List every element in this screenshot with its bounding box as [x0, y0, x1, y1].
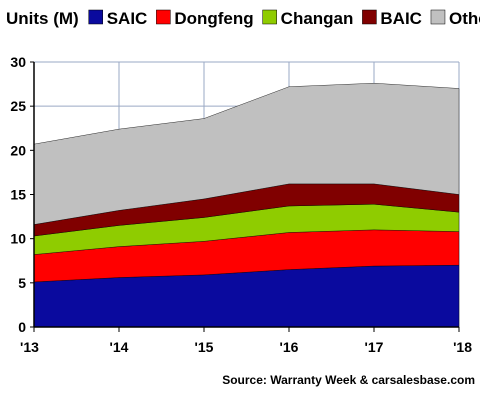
legend-label-dongfeng: Dongfeng: [174, 9, 253, 28]
legend-label-other: Other: [449, 9, 480, 28]
area-other: [33, 82, 460, 225]
chart-title: Units (M): [6, 9, 79, 28]
x-tick-label: '13: [20, 339, 39, 355]
legend-swatch-other: [430, 9, 446, 25]
y-tick-label: 30: [10, 54, 26, 70]
legend-label-baic: BAIC: [380, 9, 422, 28]
legend-swatch-baic: [362, 9, 377, 25]
y-tick-label: 20: [10, 142, 26, 158]
x-tick-label: '17: [365, 339, 384, 355]
x-tick-label: '16: [280, 339, 299, 355]
y-tick-label: 25: [10, 98, 26, 114]
y-axis-tick-labels: 0 5 10 15 20 25 30: [10, 54, 26, 335]
legend-label-changan: Changan: [281, 9, 354, 28]
legend-swatch-changan: [262, 9, 277, 25]
source-note: Source: Warranty Week & carsalesbase.com: [222, 373, 475, 387]
y-tick-label: 5: [18, 275, 26, 291]
x-tick-label: '14: [110, 339, 129, 355]
legend-swatch-dongfeng: [156, 9, 171, 25]
x-tick-label: '18: [453, 339, 472, 355]
legend: Units (M) SAIC Dongfeng Changan BAIC Other: [6, 9, 480, 28]
y-tick-label: 10: [10, 231, 26, 247]
axes: [30, 61, 460, 332]
x-axis-tick-labels: '13 '14 '15 '16 '17 '18: [20, 339, 472, 355]
y-tick-label: 0: [18, 319, 26, 335]
legend-swatch-saic: [88, 9, 103, 25]
series-areas: [33, 82, 460, 328]
x-tick-label: '15: [195, 339, 214, 355]
y-tick-label: 15: [10, 187, 26, 203]
legend-label-saic: SAIC: [107, 9, 148, 28]
